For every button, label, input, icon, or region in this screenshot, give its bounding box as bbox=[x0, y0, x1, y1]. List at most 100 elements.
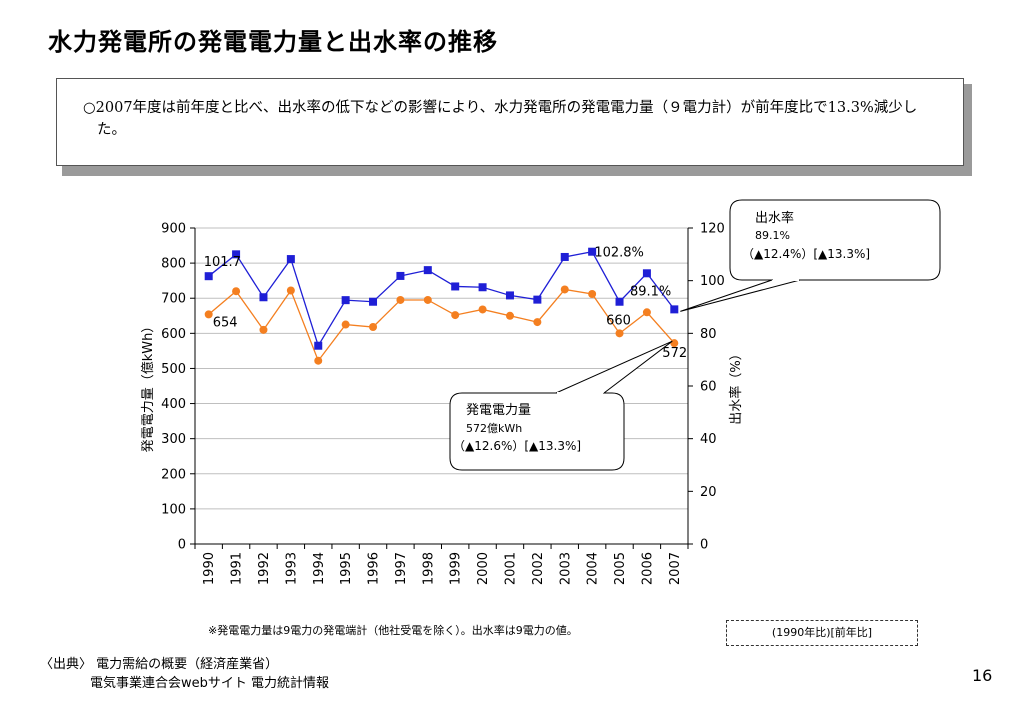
data-label: 89.1% bbox=[630, 284, 671, 299]
x-tick-label: 1991 bbox=[230, 552, 245, 585]
water-rate-point bbox=[341, 296, 350, 305]
water-rate-point bbox=[533, 295, 542, 304]
power-callout-title: 発電電力量 bbox=[466, 403, 531, 418]
basis-legend: (1990年比)[前年比] bbox=[726, 620, 918, 646]
power-point bbox=[478, 305, 487, 314]
power-callout-value: 572億kWh bbox=[466, 422, 522, 435]
data-label: 660 bbox=[606, 313, 631, 328]
y-tick-label: 600 bbox=[161, 327, 186, 342]
y-tick-label: 0 bbox=[178, 538, 186, 553]
power-point bbox=[423, 295, 432, 304]
y-tick-label: 300 bbox=[161, 432, 186, 447]
water-rate-point bbox=[204, 272, 213, 281]
y2-tick-label: 40 bbox=[700, 432, 717, 447]
power-point bbox=[505, 311, 514, 320]
water-rate-callout-box bbox=[729, 199, 941, 281]
summary-box: ○2007年度は前年度と比べ、出水率の低下などの影響により、水力発電所の発電電力… bbox=[56, 78, 964, 166]
power-point bbox=[286, 286, 295, 295]
data-label: 572 bbox=[662, 346, 687, 361]
water-rate-point bbox=[423, 266, 432, 275]
power-point bbox=[204, 310, 213, 319]
water-callout-title: 出水率 bbox=[755, 210, 794, 226]
x-tick-label: 2007 bbox=[668, 552, 683, 585]
power-callout-pointer bbox=[555, 340, 673, 394]
y2-tick-label: 20 bbox=[700, 485, 717, 500]
x-tick-label: 1997 bbox=[394, 552, 409, 585]
water-rate-point bbox=[588, 247, 597, 256]
water-callout-change: （▲12.4%）[▲13.3%] bbox=[742, 247, 870, 261]
x-tick-label: 2001 bbox=[503, 552, 518, 585]
x-tick-label: 2002 bbox=[531, 552, 546, 585]
data-label: 654 bbox=[213, 315, 238, 330]
x-tick-label: 2003 bbox=[558, 552, 573, 585]
data-label: 102.8% bbox=[594, 245, 644, 260]
y-tick-label: 500 bbox=[161, 362, 186, 377]
y-axis-title: 発電電力量（億kWh） bbox=[140, 320, 156, 453]
water-callout-value: 89.1% bbox=[755, 229, 790, 242]
chart-note: ※発電電力量は9電力の発電端計（他社受電を除く）。出水率は9電力の値。 bbox=[208, 624, 578, 637]
power-point bbox=[396, 295, 405, 304]
y2-axis-title: 出水率（%） bbox=[728, 347, 744, 424]
water-rate-point bbox=[314, 341, 323, 350]
water-rate-point bbox=[670, 305, 679, 314]
source: 〈出典〉 電力需給の概要（経済産業省） 電気事業連合会webサイト 電力統計情報 bbox=[40, 655, 329, 693]
power-point bbox=[451, 311, 460, 320]
power-point bbox=[533, 318, 542, 327]
x-tick-label: 2006 bbox=[640, 552, 655, 585]
x-tick-label: 1992 bbox=[257, 552, 272, 585]
power-point bbox=[588, 290, 597, 299]
y-tick-label: 400 bbox=[161, 397, 186, 412]
water-rate-point bbox=[259, 293, 268, 302]
source-line-2: 電気事業連合会webサイト 電力統計情報 bbox=[90, 676, 330, 691]
water-rate-point bbox=[642, 269, 651, 278]
y-tick-label: 900 bbox=[161, 222, 186, 237]
x-tick-label: 1999 bbox=[449, 552, 464, 585]
y-tick-label: 800 bbox=[161, 257, 186, 272]
series-line-1 bbox=[208, 250, 675, 348]
series-line-0 bbox=[208, 288, 675, 363]
power-point bbox=[259, 325, 268, 334]
water-rate-point bbox=[505, 291, 514, 300]
water-rate-point bbox=[369, 297, 378, 306]
water-rate-point bbox=[615, 297, 624, 306]
y2-tick-label: 80 bbox=[700, 327, 717, 342]
y2-tick-label: 100 bbox=[700, 274, 725, 289]
power-point bbox=[560, 285, 569, 294]
page-number: 16 bbox=[972, 666, 993, 685]
water-rate-point bbox=[478, 283, 487, 292]
y2-tick-label: 60 bbox=[700, 380, 717, 395]
x-tick-label: 1990 bbox=[202, 552, 217, 585]
summary-text: ○2007年度は前年度と比べ、出水率の低下などの影響により、水力発電所の発電電力… bbox=[83, 100, 918, 138]
source-line-1: 〈出典〉 電力需給の概要（経済産業省） bbox=[40, 657, 279, 672]
x-tick-label: 1995 bbox=[339, 552, 354, 585]
water-rate-point bbox=[286, 255, 295, 264]
power-callout-change: （▲12.6%）[▲13.3%] bbox=[453, 439, 581, 453]
water-rate-point bbox=[396, 271, 405, 280]
y2-tick-label: 120 bbox=[700, 222, 725, 237]
y2-tick-label: 0 bbox=[700, 538, 708, 553]
x-tick-label: 2004 bbox=[586, 552, 601, 585]
water-rate-point bbox=[451, 282, 460, 291]
x-tick-label: 2005 bbox=[613, 552, 628, 585]
x-tick-label: 1996 bbox=[367, 552, 382, 585]
x-tick-label: 1993 bbox=[284, 552, 299, 585]
x-tick-label: 1998 bbox=[421, 552, 436, 585]
power-point bbox=[232, 287, 241, 296]
power-point bbox=[615, 329, 624, 338]
power-callout-box bbox=[449, 392, 625, 471]
power-point bbox=[341, 320, 350, 329]
x-tick-label: 1994 bbox=[312, 552, 327, 585]
y-tick-label: 200 bbox=[161, 467, 186, 482]
power-point bbox=[369, 323, 378, 332]
water-rate-point bbox=[232, 250, 241, 259]
data-label: 101.7 bbox=[204, 255, 241, 270]
power-point bbox=[314, 356, 323, 365]
x-tick-label: 2000 bbox=[476, 552, 491, 585]
page-title: 水力発電所の発電電力量と出水率の推移 bbox=[48, 28, 498, 56]
y-tick-label: 100 bbox=[161, 502, 186, 517]
water-rate-point bbox=[560, 252, 569, 261]
y-tick-label: 700 bbox=[161, 292, 186, 307]
water-rate-callout-pointer bbox=[680, 279, 801, 312]
power-point bbox=[642, 308, 651, 317]
